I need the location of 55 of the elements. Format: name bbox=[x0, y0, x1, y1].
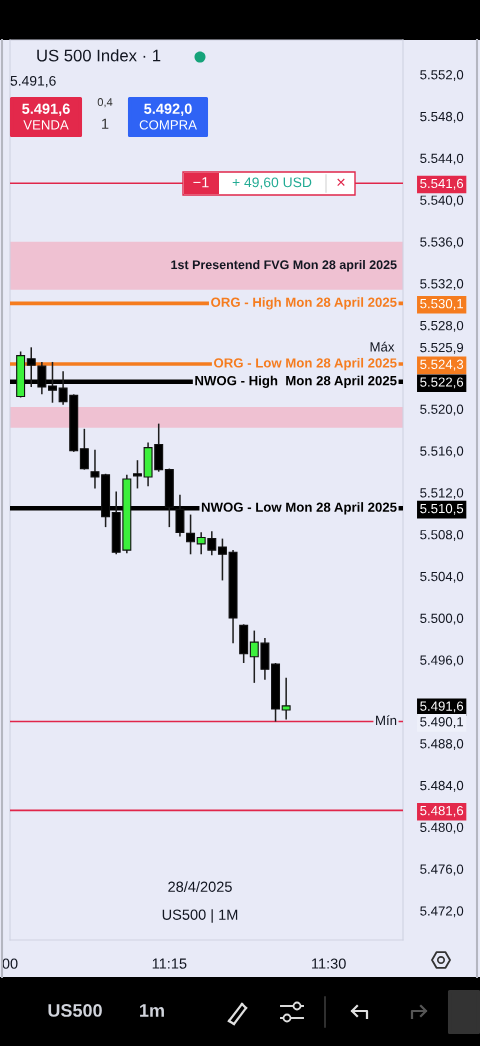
band-label: 1st Presentend FVG Mon 28 april 2025 bbox=[171, 259, 397, 272]
text: US500 bbox=[48, 1004, 102, 1017]
y-tick-label: 5.480,0 bbox=[420, 822, 464, 834]
annotation: Máx bbox=[370, 341, 395, 352]
y-tick-label: 5.476,0 bbox=[420, 864, 464, 876]
y-tick-label: 5.488,0 bbox=[420, 739, 464, 750]
y-tick-label: 5.508,0 bbox=[420, 529, 464, 541]
y-tick-label: 5.541,6 bbox=[420, 178, 464, 190]
candlestick bbox=[79, 428, 89, 471]
x-tick-label: 00 bbox=[2, 958, 18, 969]
y-tick-label: 5.516,0 bbox=[420, 446, 464, 458]
y-tick-label: 5.524,3 bbox=[420, 359, 464, 371]
y-tick-label: 5.504,0 bbox=[420, 571, 464, 583]
chart-title: US 500 Index · 1 bbox=[37, 49, 161, 62]
annotation: US500 | 1M bbox=[162, 909, 238, 923]
y-tick-label: 5.472,0 bbox=[420, 906, 464, 918]
y-tick-label: 5.512,0 bbox=[420, 488, 464, 500]
ref-line-label: ORG - High Mon 28 April 2025 bbox=[211, 297, 397, 310]
candlestick bbox=[132, 459, 142, 490]
y-tick-label: 5.490,1 bbox=[420, 717, 464, 728]
annotation: × bbox=[337, 178, 345, 186]
ref-line-label: Mín bbox=[376, 715, 397, 725]
annotation: −1 bbox=[193, 177, 209, 188]
annotation: VENDA bbox=[23, 120, 69, 130]
y-tick-label: 5.520,0 bbox=[420, 404, 464, 416]
x-tick-label: 11:15 bbox=[152, 958, 187, 969]
x-tick-label: 11:30 bbox=[312, 958, 346, 969]
y-tick-label: 5.491,6 bbox=[420, 701, 464, 713]
y-tick-label: 5.525,9 bbox=[420, 342, 464, 354]
text: 5.491,6 bbox=[10, 75, 56, 88]
annotation: 28/4/2025 bbox=[168, 881, 232, 892]
annotation: 5.491,6 bbox=[22, 103, 70, 117]
annotation: 0,4 bbox=[97, 98, 113, 108]
annotation: + 49,60 USD bbox=[232, 177, 312, 189]
y-tick-label: 5.528,0 bbox=[420, 320, 464, 332]
y-tick-label: 5.532,0 bbox=[420, 279, 464, 291]
y-tick-label: 5.552,0 bbox=[420, 70, 464, 81]
y-tick-label: 5.510,5 bbox=[420, 503, 464, 515]
y-tick-label: 5.481,6 bbox=[420, 805, 464, 817]
y-tick-label: 5.536,0 bbox=[420, 237, 464, 249]
y-tick-label: 5.496,0 bbox=[420, 655, 464, 667]
text: 1m bbox=[140, 1004, 164, 1017]
candlestick bbox=[281, 676, 291, 721]
y-tick-label: 5.500,0 bbox=[420, 613, 464, 625]
candlestick bbox=[186, 513, 196, 556]
ref-line-label: ORG - Low Mon 28 April 2025 bbox=[214, 357, 397, 371]
annotation: 5.492,0 bbox=[144, 103, 192, 117]
y-tick-label: 5.522,6 bbox=[420, 377, 464, 389]
y-tick-label: 5.530,1 bbox=[420, 298, 464, 310]
y-tick-label: 5.548,0 bbox=[420, 111, 464, 123]
y-tick-label: 5.540,0 bbox=[420, 195, 464, 207]
annotation: COMPRA bbox=[139, 120, 197, 130]
y-tick-label: 5.544,0 bbox=[420, 153, 464, 165]
y-tick-label: 5.484,0 bbox=[420, 780, 464, 792]
annotation: 1 bbox=[102, 118, 109, 129]
